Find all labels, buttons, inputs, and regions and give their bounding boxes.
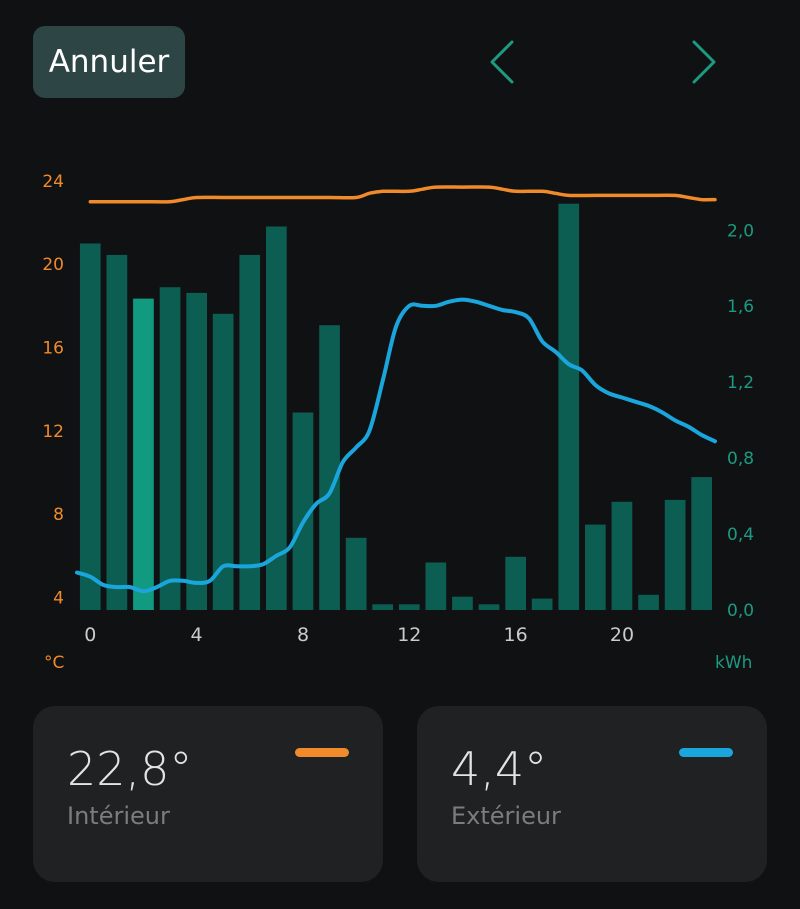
energy-bar[interactable] — [372, 604, 393, 610]
energy-bar[interactable] — [345, 537, 367, 610]
x-axis-tick-label: 4 — [191, 624, 203, 646]
outdoor-temperature-label: Extérieur — [451, 802, 561, 830]
x-axis-tick-label: 16 — [504, 624, 528, 646]
left-axis-tick-label: 12 — [42, 422, 64, 442]
left-axis-tick-label: 8 — [53, 505, 64, 525]
left-axis-ticks: 4 8 12 16 20 24 — [42, 172, 64, 609]
x-axis-tick-label: 12 — [397, 624, 421, 646]
energy-bar[interactable] — [398, 604, 420, 610]
energy-bar[interactable] — [611, 501, 633, 610]
right-axis-tick-label: 1,2 — [727, 373, 754, 393]
cancel-button[interactable]: Annuler — [33, 26, 185, 98]
chevron-left-icon[interactable] — [484, 38, 524, 86]
energy-bar[interactable] — [319, 325, 340, 610]
x-axis-tick-label: 0 — [84, 624, 96, 646]
indoor-temperature-label: Intérieur — [67, 802, 170, 830]
indoor-temperature-card[interactable]: 22,8° Intérieur — [33, 706, 383, 882]
indoor-legend-swatch — [295, 748, 349, 757]
energy-bar[interactable] — [159, 287, 181, 610]
energy-bar[interactable] — [691, 477, 712, 610]
left-axis-tick-label: 4 — [53, 589, 64, 609]
energy-bar[interactable] — [266, 226, 287, 611]
energy-bar[interactable] — [186, 292, 207, 610]
x-axis-ticks: 0 4 8 12 16 20 — [84, 624, 634, 646]
energy-bar[interactable] — [505, 556, 526, 610]
left-axis-tick-label: 20 — [42, 255, 64, 275]
indoor-temperature-value: 22,8° — [67, 742, 193, 796]
energy-bar[interactable] — [212, 313, 234, 610]
energy-bar[interactable] — [558, 203, 580, 610]
right-axis-ticks: 0,0 0,4 0,8 1,2 1,6 2,0 — [727, 221, 754, 621]
right-axis-tick-label: 2,0 — [727, 221, 754, 241]
right-axis-tick-label: 0,4 — [727, 525, 754, 545]
energy-bar[interactable] — [239, 254, 261, 610]
energy-bar[interactable] — [664, 499, 686, 610]
outdoor-temperature-card[interactable]: 4,4° Extérieur — [417, 706, 767, 882]
x-axis-tick-label: 8 — [297, 624, 309, 646]
energy-bar[interactable] — [585, 524, 606, 610]
left-axis-unit: °C — [44, 653, 64, 673]
left-axis-tick-label: 16 — [42, 339, 64, 359]
energy-bar[interactable] — [292, 412, 314, 611]
left-axis-tick-label: 24 — [42, 172, 64, 192]
energy-bar[interactable] — [79, 243, 101, 611]
energy-bar[interactable] — [478, 604, 500, 610]
energy-bar[interactable] — [452, 596, 473, 610]
right-axis-tick-label: 1,6 — [727, 297, 754, 317]
outdoor-temperature-value: 4,4° — [451, 742, 548, 796]
energy-bar[interactable] — [425, 562, 447, 611]
right-axis-tick-label: 0,8 — [727, 449, 754, 469]
outdoor-temperature-line — [75, 297, 717, 594]
x-axis-tick-label: 20 — [610, 624, 634, 646]
energy-bar[interactable] — [531, 598, 553, 610]
right-axis-tick-label: 0,0 — [727, 601, 754, 621]
outdoor-legend-swatch — [679, 748, 733, 757]
chevron-right-icon[interactable] — [684, 38, 724, 86]
energy-bar[interactable] — [133, 298, 154, 610]
energy-bar[interactable] — [638, 594, 659, 610]
right-axis-unit: kWh — [715, 653, 752, 673]
energy-bars — [79, 203, 712, 611]
energy-bar[interactable] — [106, 254, 128, 610]
indoor-temperature-line — [88, 185, 717, 204]
